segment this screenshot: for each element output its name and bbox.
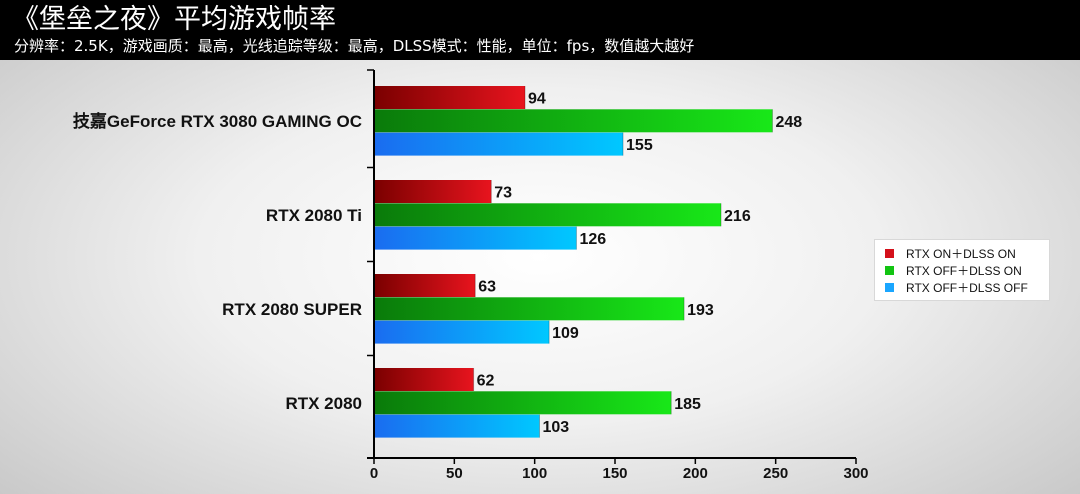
bar-value-label: 216: [724, 208, 751, 225]
bar-value-label: 63: [478, 279, 496, 296]
bar-value-label: 185: [674, 396, 701, 413]
x-tick-label: 150: [602, 465, 627, 482]
legend-item: RTX OFF＋DLSS ON: [885, 262, 1049, 279]
bar-value-label: 248: [775, 114, 802, 131]
bar: [374, 320, 550, 344]
bar-value-label: 126: [579, 231, 606, 248]
bar: [374, 391, 672, 415]
x-tick-label: 300: [843, 465, 868, 482]
chart-subtitle: 分辨率：2.5K，游戏画质：最高，光线追踪等级：最高，DLSS模式：性能，单位：…: [14, 37, 695, 55]
bar-value-label: 62: [477, 373, 495, 390]
bar: [374, 368, 474, 391]
x-tick-label: 250: [763, 465, 788, 482]
legend-label: RTX OFF＋DLSS ON: [906, 264, 1022, 278]
x-tick-label: 200: [683, 465, 708, 482]
legend-swatch: [885, 249, 894, 258]
legend-swatch: [885, 266, 894, 275]
bar-value-label: 155: [626, 137, 653, 154]
bar: [374, 297, 685, 321]
bar: [374, 226, 577, 250]
bar-value-label: 109: [552, 325, 579, 342]
legend-label: RTX OFF＋DLSS OFF: [906, 281, 1028, 295]
legend: RTX ON＋DLSS ON RTX OFF＋DLSS ON RTX OFF＋DLS…: [874, 239, 1050, 301]
bar: [374, 109, 773, 133]
category-label: 技嘉GeForce RTX 3080 GAMING OC: [73, 111, 362, 131]
category-label: RTX 2080: [285, 394, 362, 413]
title-bar: 《堡垒之夜》平均游戏帧率 分辨率：2.5K，游戏画质：最高，光线追踪等级：最高，…: [0, 0, 1080, 60]
legend-label: RTX ON＋DLSS ON: [906, 247, 1016, 261]
bar: [374, 203, 722, 227]
bar: [374, 86, 526, 109]
category-label: RTX 2080 SUPER: [222, 300, 362, 319]
bar: [374, 132, 624, 156]
bar: [374, 414, 540, 438]
bar-value-label: 94: [528, 91, 546, 108]
bar-value-label: 103: [542, 419, 569, 436]
chart-title: 《堡垒之夜》平均游戏帧率: [12, 4, 336, 35]
bar: [374, 274, 476, 297]
bar-value-label: 193: [687, 302, 714, 319]
bar: [374, 180, 492, 203]
bar-value-label: 73: [494, 185, 512, 202]
x-tick-label: 0: [370, 465, 378, 482]
x-tick-label: 50: [446, 465, 463, 482]
category-label: RTX 2080 Ti: [266, 206, 362, 225]
legend-item: RTX OFF＋DLSS OFF: [885, 279, 1049, 296]
x-tick-label: 100: [522, 465, 547, 482]
legend-item: RTX ON＋DLSS ON: [885, 245, 1049, 262]
legend-swatch: [885, 283, 894, 292]
